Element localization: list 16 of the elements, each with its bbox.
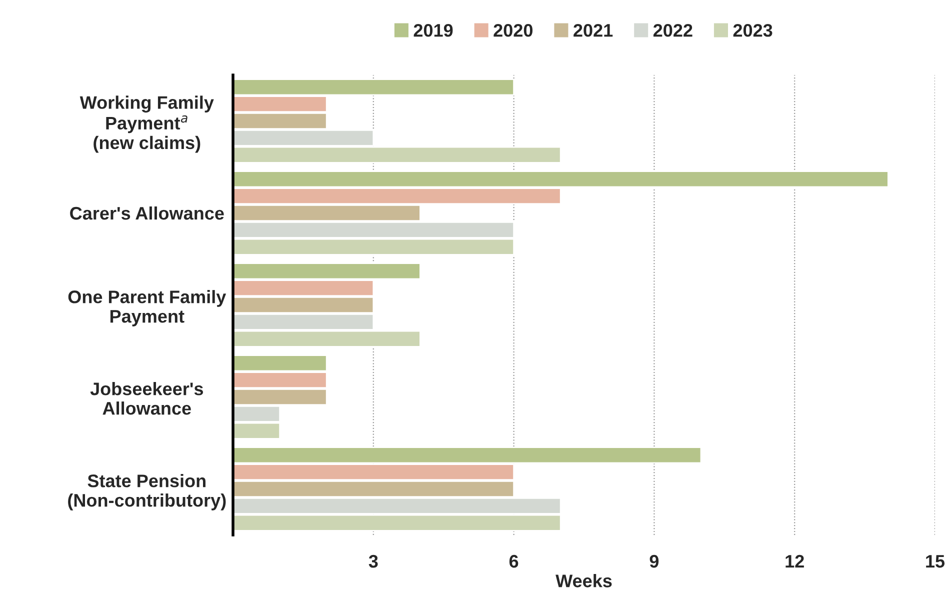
x-tick-label: 6 — [509, 554, 518, 568]
x-axis-title: Weeks — [556, 574, 612, 588]
legend-label: 2022 — [653, 24, 692, 37]
legend-label: 2019 — [414, 24, 453, 37]
y-tick-label: Carer's Allowance — [70, 206, 224, 220]
y-tick-label: One Parent Family Payment — [68, 290, 226, 326]
legend-label: 2023 — [733, 24, 772, 37]
x-tick-label: 12 — [786, 554, 804, 568]
legend-label: 2020 — [494, 24, 532, 37]
y-tick-label: State Pension (Non-contributory) — [68, 474, 226, 510]
x-tick-label: 15 — [926, 555, 945, 568]
x-tick-label: 9 — [650, 554, 659, 568]
legend-label: 2021 — [574, 24, 613, 37]
y-tick-label: Jobseekeer's Allowance — [90, 382, 204, 415]
x-tick-label: 3 — [368, 554, 378, 568]
y-tick-label: Working Family Payment$^{a}$ (new claims) — [80, 96, 214, 153]
